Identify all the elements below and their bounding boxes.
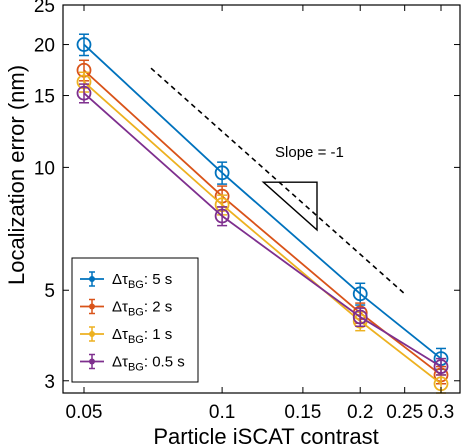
legend-marker	[89, 358, 95, 365]
series-line	[83, 69, 442, 376]
legend-item-1: ΔτBG: 2 s	[80, 299, 172, 319]
legend-marker	[89, 303, 95, 310]
data-point	[76, 37, 92, 52]
y-tick-label: 25	[34, 0, 55, 17]
y-tick-label: 20	[34, 36, 55, 57]
series-1	[76, 59, 449, 385]
data-point	[433, 359, 449, 374]
y-tick-label: 5	[44, 281, 55, 302]
legend-item-3: ΔτBG: 0.5 s	[80, 354, 185, 374]
axes-layer: 0.05 0.1 0.15 0.2 0.25 0.3 3 5 10 15 20 25	[34, 0, 461, 423]
x-tick-label: 0.25	[386, 402, 423, 423]
plot-frame	[62, 4, 461, 394]
legend-marker	[89, 331, 95, 337]
legend-label: ΔτBG: 1 s	[112, 326, 172, 346]
x-tick-label: 0.1	[209, 402, 235, 423]
x-axis-title: Particle iSCAT contrast	[153, 424, 378, 448]
y-axis-title: Localization error (nm)	[4, 65, 29, 285]
data-point	[214, 165, 230, 181]
reference-layer: Slope = -1	[150, 67, 406, 295]
legend-item-2: ΔτBG: 1 s	[80, 326, 172, 346]
series-layer	[76, 33, 449, 394]
x-tick-label: 0.3	[428, 402, 454, 423]
data-point	[352, 309, 368, 325]
reference-slope-line	[150, 67, 406, 295]
data-point	[352, 286, 368, 302]
slope-annotation: Slope = -1	[275, 144, 344, 161]
legend: ΔτBG: 5 s ΔτBG: 2 s ΔτBG: 1 s ΔτBG: 0.5 s	[71, 257, 199, 383]
slope-triangle	[261, 181, 318, 232]
data-point	[76, 85, 92, 101]
series-3	[76, 83, 449, 376]
legend-label: ΔτBG: 5 s	[112, 271, 172, 291]
series-line	[83, 81, 442, 385]
x-tick-label: 0.15	[284, 402, 321, 423]
legend-marker	[89, 276, 95, 282]
series-line	[83, 43, 442, 360]
x-tick-label: 0.2	[347, 402, 373, 423]
legend-label: ΔτBG: 2 s	[112, 299, 172, 319]
y-tick-label: 3	[44, 372, 55, 393]
legend-label: ΔτBG: 0.5 s	[112, 354, 185, 374]
legend-item-0: ΔτBG: 5 s	[80, 271, 172, 291]
x-tick-label: 0.05	[66, 402, 103, 423]
y-tick-label: 15	[34, 87, 55, 108]
data-point	[214, 208, 230, 224]
series-0	[76, 33, 449, 371]
series-line	[83, 92, 442, 368]
y-tick-label: 10	[34, 158, 55, 179]
